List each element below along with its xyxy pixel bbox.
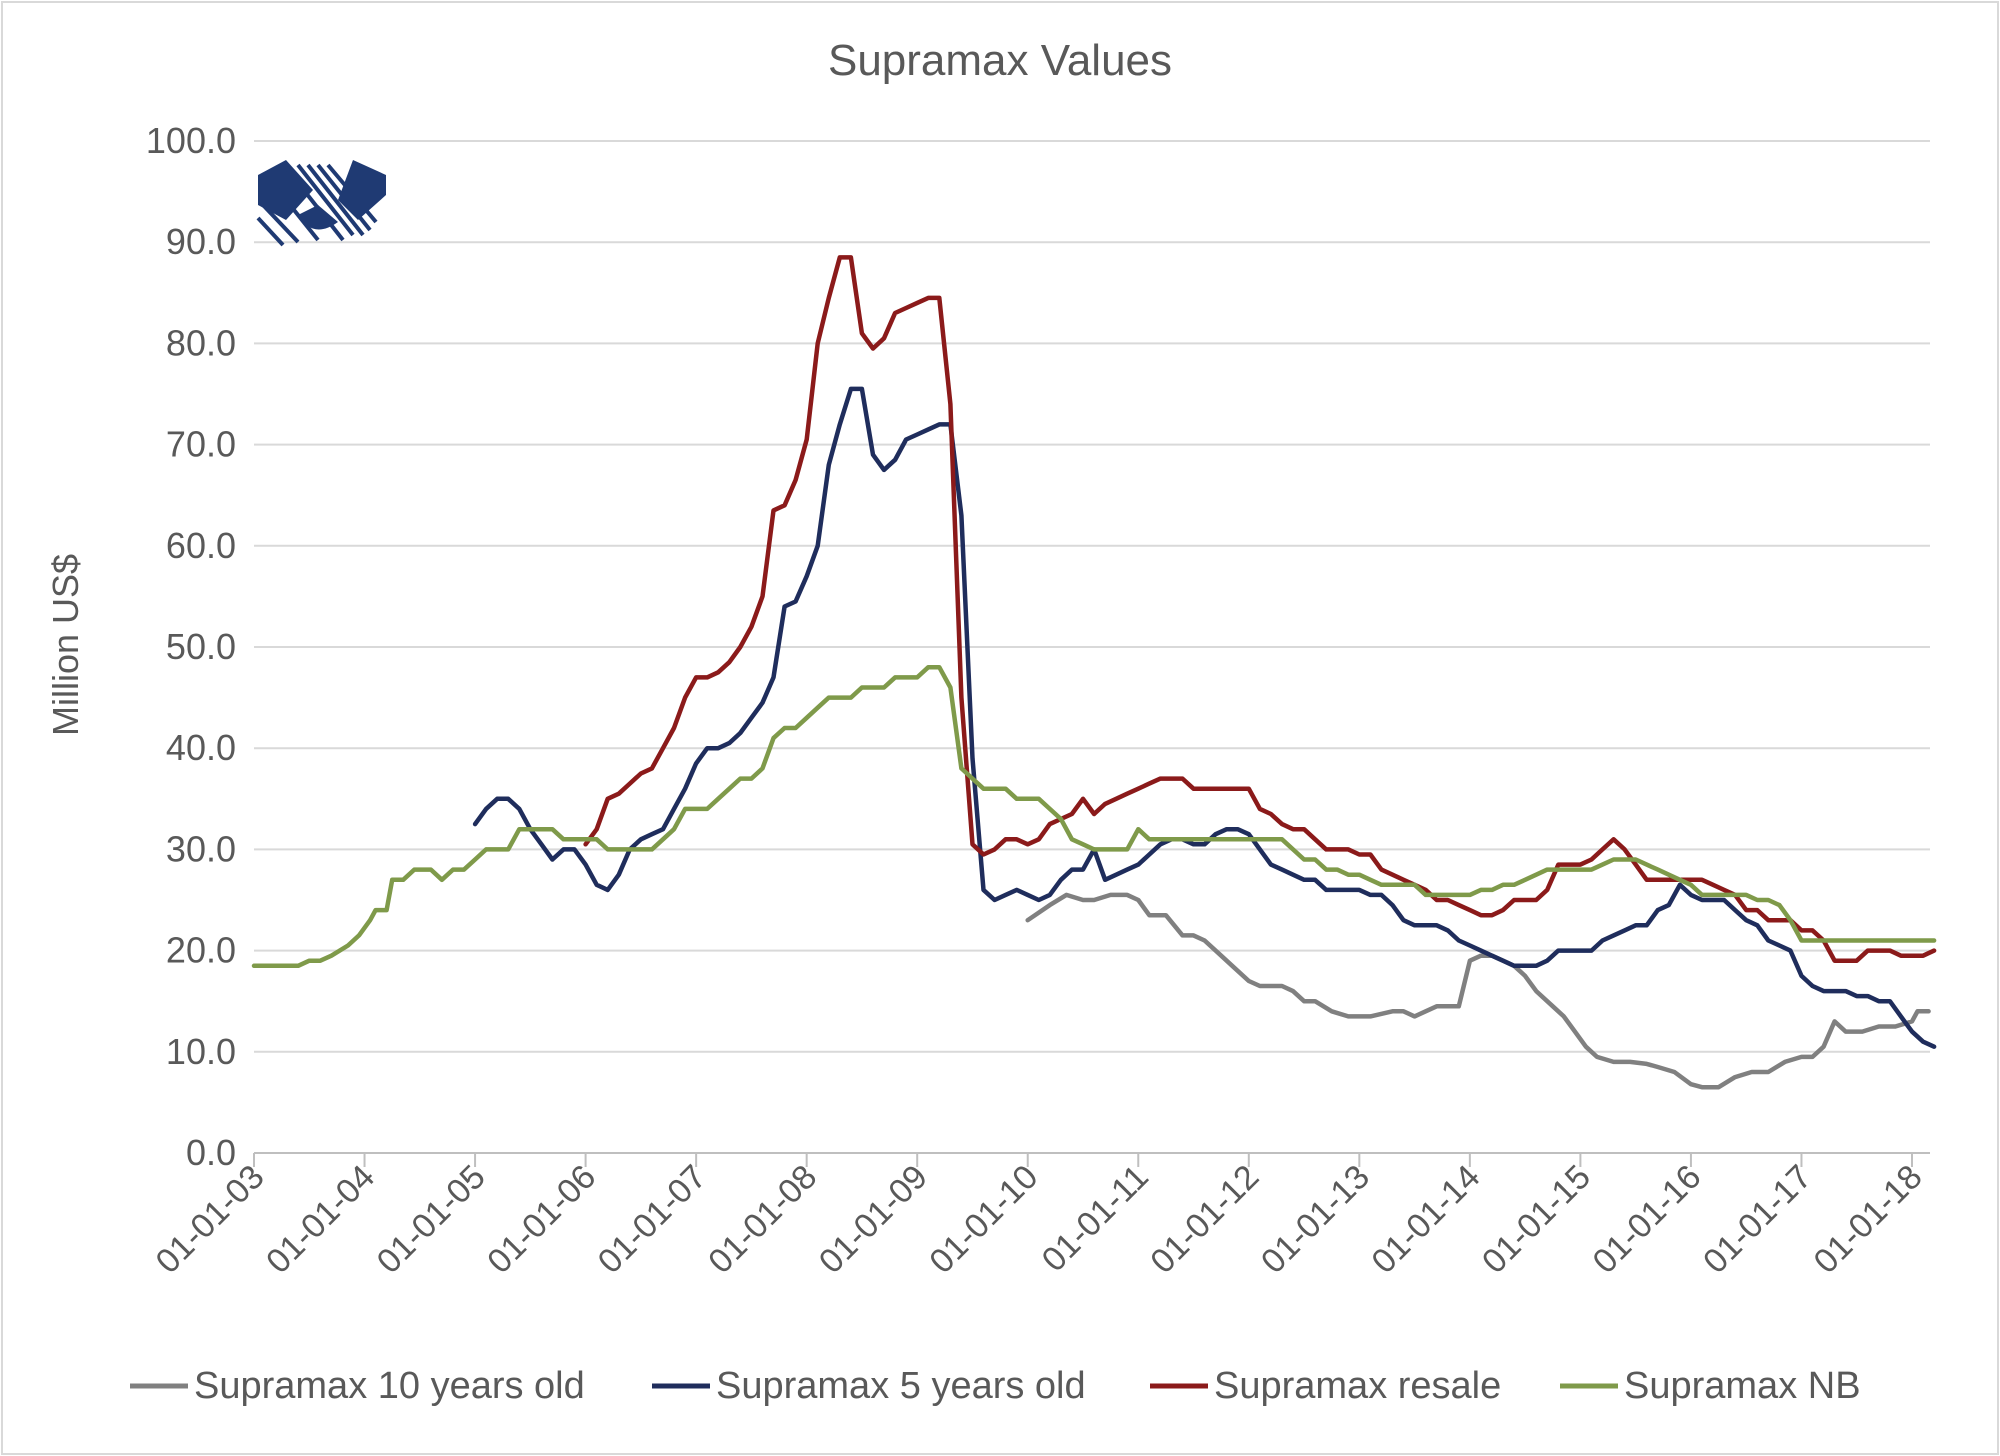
legend-label: Supramax 5 years old [716,1365,1086,1407]
y-tick-label: 10.0 [166,1031,236,1072]
chart-title: Supramax Values [828,36,1172,85]
series-lines [251,255,1937,1090]
y-tick-label: 100.0 [146,120,236,161]
y-tick-label: 60.0 [166,525,236,566]
y-tick-label: 80.0 [166,322,236,363]
y-axis-ticks: 0.0 10.0 20.0 30.0 40.0 50.0 60.0 70.0 80.0 90.0 1… [146,120,236,1173]
legend: Supramax 10 years old Supramax 5 years ol… [130,1365,1861,1407]
y-tick-label: 30.0 [166,828,236,869]
legend-label: Supramax NB [1624,1365,1861,1407]
series-line-supramax-nb [251,664,1937,969]
y-tick-label: 0.0 [186,1132,236,1173]
y-tick-label: 90.0 [166,221,236,262]
legend-label: Supramax 10 years old [194,1365,585,1407]
y-tick-label: 50.0 [166,626,236,667]
y-axis-label: Million US$ [45,554,86,736]
legend-label: Supramax resale [1214,1365,1501,1407]
y-tick-label: 40.0 [166,727,236,768]
series-line-supramax-5-years-old [472,386,1937,1049]
series-line-supramax-resale [583,255,1937,963]
y-tick-label: 70.0 [166,424,236,465]
y-tick-label: 20.0 [166,930,236,971]
